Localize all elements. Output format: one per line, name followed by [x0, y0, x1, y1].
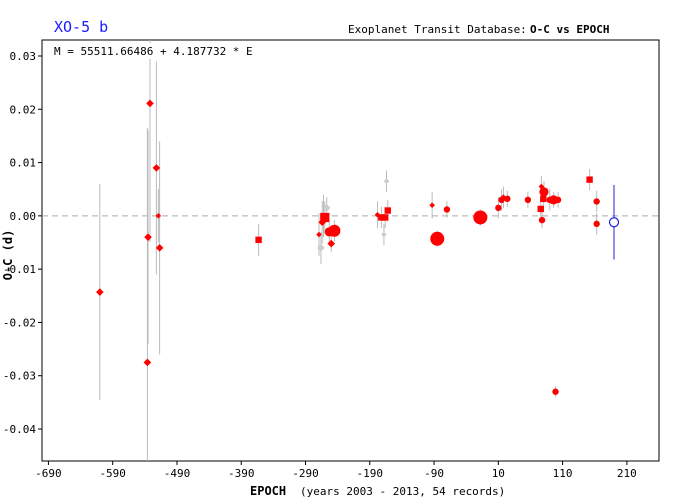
data-point-diamond: [146, 99, 154, 108]
data-point-circle: [524, 196, 532, 204]
x-axis-note: (years 2003 - 2013, 54 records): [300, 485, 505, 498]
x-tick-label: -90: [424, 467, 444, 480]
data-point-diamond: [143, 358, 152, 367]
x-tick-label: -290: [292, 467, 319, 480]
y-tick-label: 0.00: [10, 210, 37, 223]
data-point-square: [378, 214, 385, 221]
x-tick-label: 10: [492, 467, 505, 480]
ephemeris-text: M = 55511.66486 + 4.187732 * E: [54, 45, 253, 58]
data-point-diamond: [500, 194, 507, 201]
prediction-point: [608, 217, 620, 228]
data-point-diamond: [317, 244, 325, 252]
data-point-diamond: [381, 231, 387, 238]
data-point-square: [537, 205, 544, 213]
data-point-circle: [495, 204, 502, 212]
x-axis-ticks: -690 -590 -490 -390 -290 -190 -90 10 110 210: [35, 461, 637, 480]
data-point-square: [586, 176, 593, 183]
data-point-circle: [443, 206, 451, 213]
y-tick-label: 0.03: [10, 50, 37, 63]
data-point-circle: [430, 231, 445, 246]
y-tick-label: -0.04: [3, 423, 36, 436]
x-tick-label: -490: [164, 467, 191, 480]
data-point-diamond: [316, 231, 322, 238]
data-point-square: [540, 195, 547, 203]
data-point-circle: [539, 187, 549, 197]
data-point-diamond: [327, 239, 336, 248]
data-point-diamond: [155, 213, 162, 219]
data-point-square: [320, 212, 330, 223]
y-tick-label: -0.02: [3, 316, 36, 329]
data-point-square: [382, 214, 389, 221]
x-tick-label: 210: [617, 467, 637, 480]
x-tick-label: -590: [99, 467, 126, 480]
data-point-diamond: [152, 164, 161, 172]
data-point-circle: [554, 196, 562, 204]
planet-title: XO-5 b: [54, 18, 108, 36]
y-tick-label: 0.02: [10, 103, 37, 116]
data-point-diamond: [383, 178, 390, 185]
data-point-square: [255, 236, 262, 244]
data-point-diamond: [144, 233, 152, 241]
data-point-diamond: [374, 211, 381, 218]
y-tick-label: 0.01: [10, 157, 37, 170]
y-axis-ticks: 0.03 0.02 0.01 0.00 -0.01 -0.02 -0.03 -0.04: [3, 50, 42, 436]
data-point-circle: [504, 195, 511, 203]
data-point-diamond: [155, 244, 164, 252]
x-tick-label: -390: [228, 467, 255, 480]
y-axis-label: O-C (d): [1, 230, 15, 281]
x-axis-label: EPOCH: [250, 484, 286, 498]
data-point-circle: [593, 220, 600, 228]
x-tick-label: -690: [35, 467, 62, 480]
data-point-circle: [328, 224, 341, 237]
data-point-circle: [552, 388, 559, 395]
plot-area-frame: [41, 39, 660, 462]
data-point-circle: [593, 198, 600, 205]
y-tick-label: -0.01: [3, 263, 36, 276]
data-point-diamond: [96, 288, 104, 296]
x-tick-label: 110: [553, 467, 573, 480]
plot-title: O-C vs EPOCH: [530, 23, 609, 36]
data-point-circle: [473, 210, 488, 225]
data-point-diamond: [429, 202, 435, 209]
data-point-circle: [538, 216, 546, 224]
y-tick-label: -0.03: [3, 370, 36, 383]
ephemeris-background: [52, 43, 240, 59]
database-title: Exoplanet Transit Database:: [348, 23, 527, 36]
data-points: [96, 99, 600, 395]
data-point-diamond: [322, 204, 331, 212]
x-tick-label: -190: [357, 467, 384, 480]
data-point-square: [384, 207, 391, 214]
prediction-layer: [608, 184, 620, 260]
